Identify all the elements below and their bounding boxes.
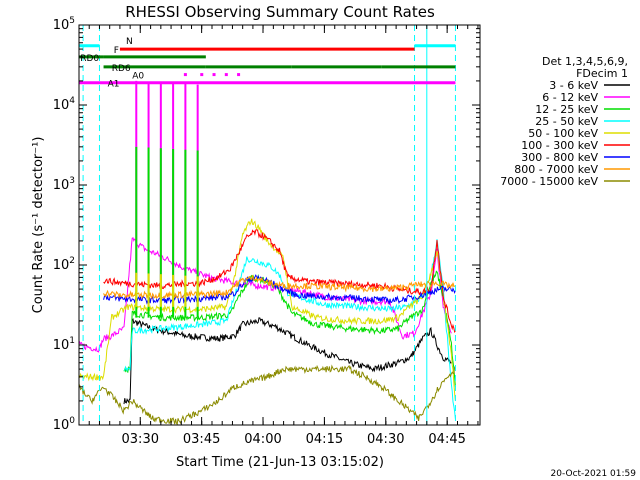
legend-entry-label: 50 - 100 keV xyxy=(528,127,598,140)
series-line xyxy=(123,317,452,405)
x-tick-label: 04:30 xyxy=(367,432,404,447)
legend-header: FDecim 1 xyxy=(576,67,628,80)
x-tick-label: 03:30 xyxy=(122,432,159,447)
flag-dot xyxy=(183,73,187,77)
flag-dot xyxy=(200,73,204,77)
x-tick-label: 04:00 xyxy=(244,432,281,447)
series-line xyxy=(103,275,456,300)
flag-label: RD6 xyxy=(112,64,131,74)
flag-dot xyxy=(224,73,228,77)
legend-entry-label: 300 - 800 keV xyxy=(521,151,598,164)
legend-entry-label: 7000 - 15000 keV xyxy=(500,175,598,188)
flag-label: A1 xyxy=(108,80,120,90)
flag-label: N xyxy=(126,37,133,47)
chart-title: RHESSI Observing Summary Count Rates xyxy=(125,3,435,21)
y-axis-label: Count Rate (s⁻¹ detector⁻¹) xyxy=(31,137,46,314)
plot-frame xyxy=(78,24,481,426)
series-line xyxy=(103,229,456,334)
series-line xyxy=(79,364,456,425)
x-axis-label: Start Time (21-Jun-13 03:15:02) xyxy=(176,455,384,470)
flag-label: A0 xyxy=(132,72,144,82)
legend-entry-label: 800 - 7000 keV xyxy=(514,163,598,176)
legend-entry-label: 3 - 6 keV xyxy=(549,79,598,92)
flag-label: RD0 xyxy=(80,54,99,64)
legend-entry-label: 100 - 300 keV xyxy=(521,139,598,152)
x-tick-label: 04:45 xyxy=(428,432,465,447)
series-layer xyxy=(79,80,456,425)
x-tick-label: 03:45 xyxy=(183,432,220,447)
footer-timestamp: 20-Oct-2021 01:59 xyxy=(551,469,637,479)
flag-dot xyxy=(212,73,216,77)
legend-entry-label: 25 - 50 keV xyxy=(535,115,598,128)
legend-entry-label: 6 - 12 keV xyxy=(542,91,598,104)
series-line xyxy=(123,270,456,387)
legend-header: Det 1,3,4,5,6,9, xyxy=(542,55,628,68)
series-line xyxy=(79,237,452,353)
flag-label: F xyxy=(114,46,119,56)
series-line xyxy=(79,218,456,401)
series-group xyxy=(79,80,456,425)
x-tick-label: 04:15 xyxy=(306,432,343,447)
legend-entry-label: 12 - 25 keV xyxy=(535,103,598,116)
flag-dot xyxy=(237,73,241,77)
